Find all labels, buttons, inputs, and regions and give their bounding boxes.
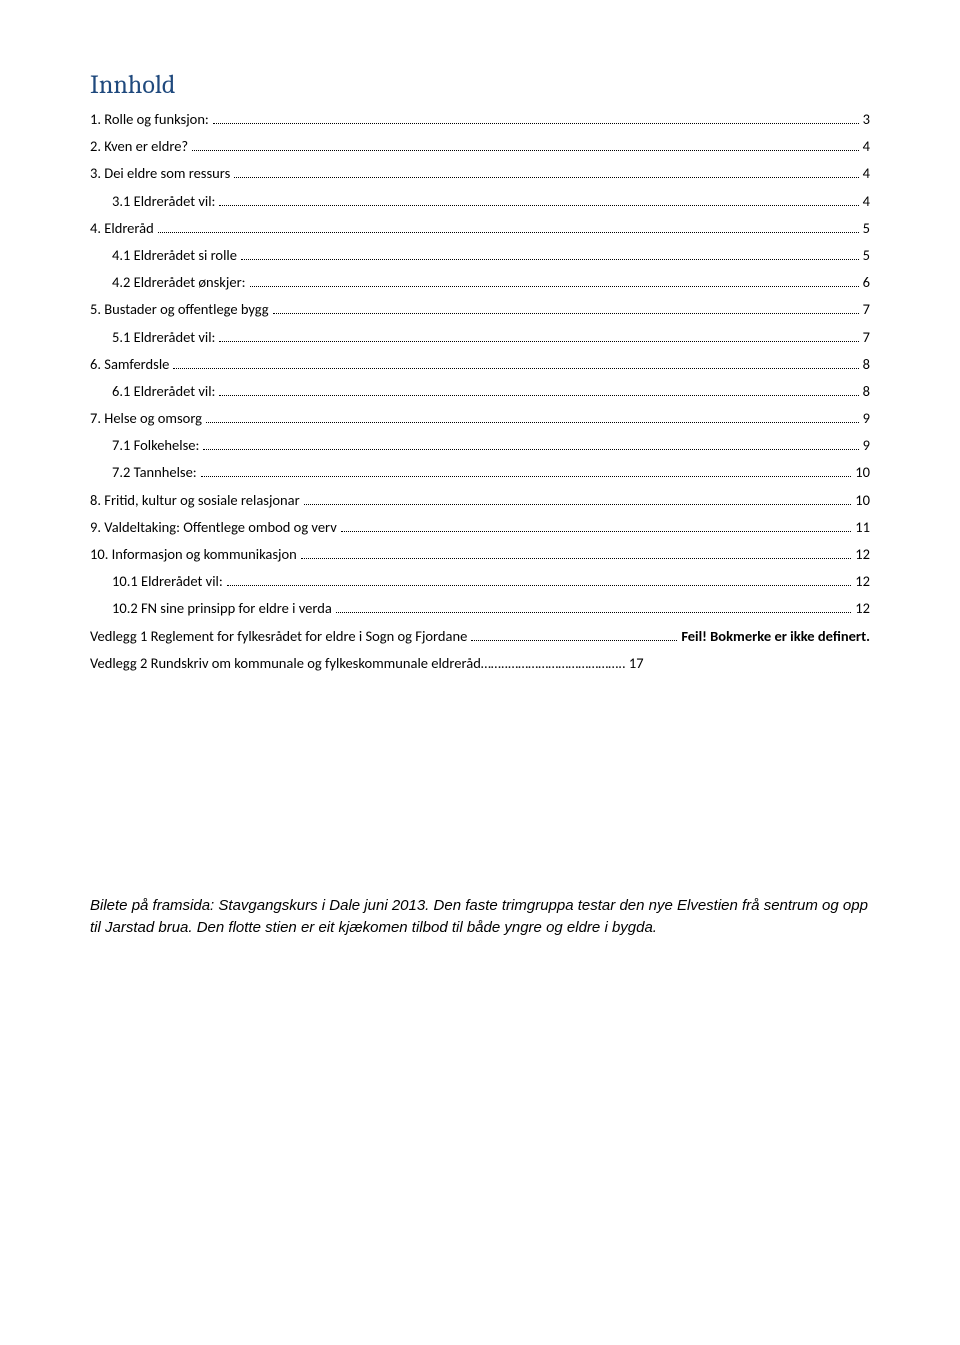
toc-leader <box>219 329 858 342</box>
toc-entry[interactable]: 5. Bustader og offentlege bygg 7 <box>90 298 870 321</box>
toc-label: 1. Rolle og funksjon: <box>90 108 209 131</box>
toc-label: 4.2 Eldrerådet ønskjer: <box>112 271 246 294</box>
toc-page: 4 <box>863 162 870 185</box>
toc-page: 11 <box>855 516 870 539</box>
toc-leader <box>219 383 858 396</box>
toc-label: 2. Kven er eldre? <box>90 135 188 158</box>
toc-leader <box>201 465 852 478</box>
toc-leader <box>158 220 859 233</box>
toc-page: 12 <box>855 597 870 620</box>
toc-page: 8 <box>863 353 870 376</box>
toc-entry[interactable]: 7.1 Folkehelse: 9 <box>90 434 870 457</box>
toc-label: 6. Samferdsle <box>90 353 169 376</box>
toc-entry[interactable]: Vedlegg 1 Reglement for fylkesrådet for … <box>90 625 870 648</box>
toc-entry[interactable]: 4.1 Eldrerådet si rolle 5 <box>90 244 870 267</box>
toc-list: 1. Rolle og funksjon: 3 2. Kven er eldre?… <box>90 108 870 675</box>
toc-leader <box>234 166 858 179</box>
toc-label: 3.1 Eldrerådet vil: <box>112 190 215 213</box>
toc-page: 5 <box>863 244 870 267</box>
toc-leader <box>341 519 852 532</box>
toc-leader <box>471 628 677 641</box>
toc-leader <box>336 601 852 614</box>
toc-page: 9 <box>863 434 870 457</box>
toc-entry[interactable]: Vedlegg 2 Rundskriv om kommunale og fylk… <box>90 652 870 675</box>
toc-label: 4.1 Eldrerådet si rolle <box>112 244 237 267</box>
toc-page: 12 <box>855 543 870 566</box>
toc-leader <box>192 139 859 152</box>
toc-page: 3 <box>863 108 870 131</box>
toc-label: 3. Dei eldre som ressurs <box>90 162 230 185</box>
toc-entry[interactable]: 9. Valdeltaking: Offentlege ombod og ver… <box>90 516 870 539</box>
toc-page: 4 <box>863 135 870 158</box>
toc-leader <box>273 302 859 315</box>
toc-page: 7 <box>863 298 870 321</box>
toc-entry[interactable]: 3.1 Eldrerådet vil: 4 <box>90 190 870 213</box>
toc-label: 10.1 Eldrerådet vil: <box>112 570 223 593</box>
toc-label: 10.2 FN sine prinsipp for eldre i verda <box>112 597 332 620</box>
toc-leader <box>219 193 858 206</box>
toc-label: 10. Informasjon og kommunikasjon <box>90 543 297 566</box>
toc-label: 5.1 Eldrerådet vil: <box>112 326 215 349</box>
toc-leader <box>206 410 859 423</box>
toc-heading: Innhold <box>90 70 870 100</box>
toc-entry[interactable]: 10.2 FN sine prinsipp for eldre i verda 1… <box>90 597 870 620</box>
toc-leader <box>304 492 852 505</box>
toc-label: 8. Fritid, kultur og sosiale relasjonar <box>90 489 300 512</box>
toc-entry[interactable]: 6. Samferdsle 8 <box>90 353 870 376</box>
toc-page: 9 <box>863 407 870 430</box>
toc-entry[interactable]: 2. Kven er eldre? 4 <box>90 135 870 158</box>
toc-leader <box>203 438 858 451</box>
toc-leader <box>301 546 852 559</box>
toc-entry[interactable]: 4. Eldreråd 5 <box>90 217 870 240</box>
toc-label: 7.1 Folkehelse: <box>112 434 199 457</box>
toc-entry[interactable]: 4.2 Eldrerådet ønskjer: 6 <box>90 271 870 294</box>
toc-label: 7.2 Tannhelse: <box>112 461 197 484</box>
toc-entry[interactable]: 8. Fritid, kultur og sosiale relasjonar 1… <box>90 489 870 512</box>
toc-label: 5. Bustader og offentlege bygg <box>90 298 269 321</box>
toc-page: 6 <box>863 271 870 294</box>
toc-page: 4 <box>863 190 870 213</box>
toc-label: Vedlegg 2 Rundskriv om kommunale og fylk… <box>90 652 644 675</box>
toc-page: Feil! Bokmerke er ikke definert. <box>681 625 870 648</box>
toc-label: 6.1 Eldrerådet vil: <box>112 380 215 403</box>
toc-entry[interactable]: 3. Dei eldre som ressurs 4 <box>90 162 870 185</box>
toc-page: 8 <box>863 380 870 403</box>
toc-label: 7. Helse og omsorg <box>90 407 202 430</box>
toc-page: 10 <box>855 461 870 484</box>
toc-label: 9. Valdeltaking: Offentlege ombod og ver… <box>90 516 337 539</box>
toc-entry[interactable]: 6.1 Eldrerådet vil: 8 <box>90 380 870 403</box>
toc-leader <box>241 247 859 260</box>
toc-entry[interactable]: 5.1 Eldrerådet vil: 7 <box>90 326 870 349</box>
toc-leader <box>250 275 859 288</box>
toc-entry[interactable]: 7.2 Tannhelse: 10 <box>90 461 870 484</box>
toc-label: Vedlegg 1 Reglement for fylkesrådet for … <box>90 625 467 648</box>
toc-leader <box>227 574 852 587</box>
toc-entry[interactable]: 1. Rolle og funksjon: 3 <box>90 108 870 131</box>
toc-entry[interactable]: 7. Helse og omsorg 9 <box>90 407 870 430</box>
toc-page: 10 <box>855 489 870 512</box>
toc-leader <box>173 356 858 369</box>
document-page: Innhold 1. Rolle og funksjon: 3 2. Kven e… <box>0 0 960 998</box>
footer-note: Bilete på framsida: Stavgangskurs i Dale… <box>90 895 870 939</box>
toc-entry[interactable]: 10.1 Eldrerådet vil: 12 <box>90 570 870 593</box>
toc-page: 7 <box>863 326 870 349</box>
toc-label: 4. Eldreråd <box>90 217 154 240</box>
toc-leader <box>213 111 859 124</box>
toc-entry[interactable]: 10. Informasjon og kommunikasjon 12 <box>90 543 870 566</box>
toc-page: 5 <box>863 217 870 240</box>
toc-page: 12 <box>855 570 870 593</box>
